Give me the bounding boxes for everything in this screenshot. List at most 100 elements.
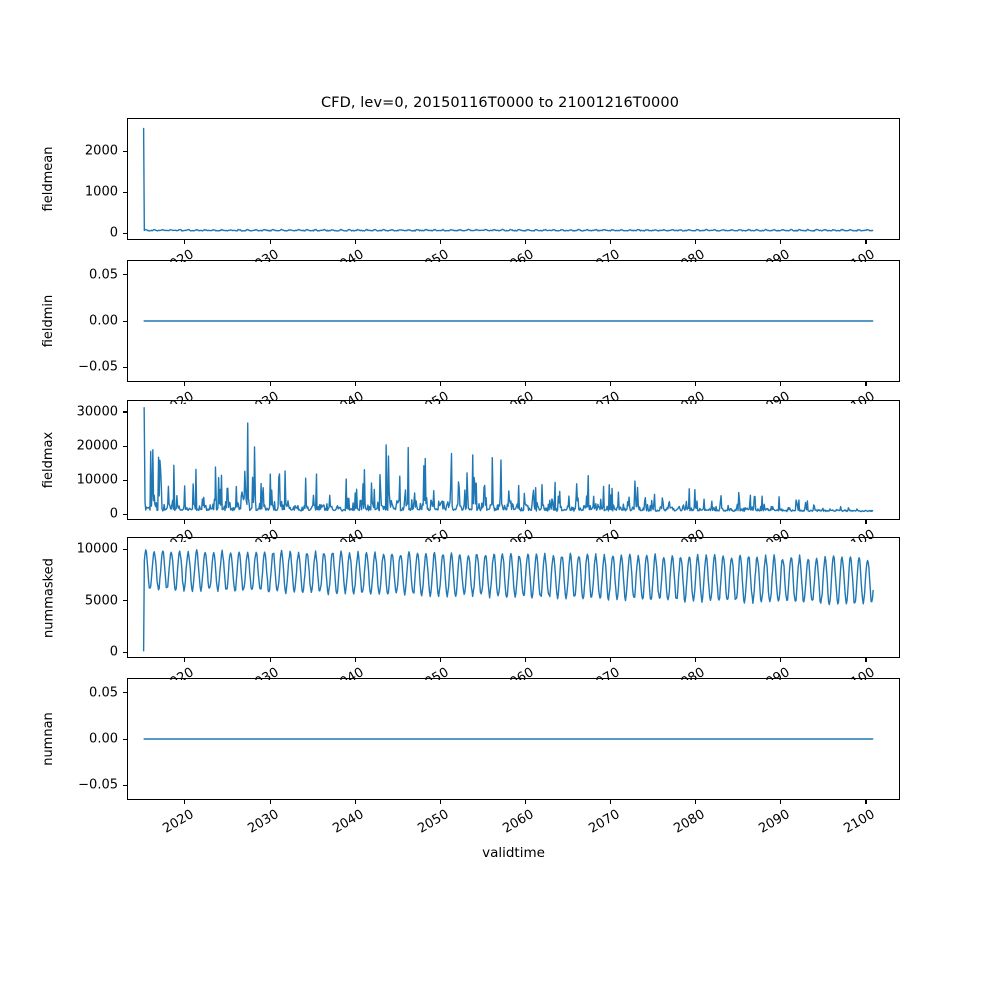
y-tick-mark bbox=[123, 445, 127, 447]
x-tick-mark bbox=[610, 658, 612, 662]
y-tick-label: 2000 bbox=[84, 143, 118, 159]
x-tick-mark bbox=[269, 658, 271, 662]
x-tick-label: 2050 bbox=[415, 807, 452, 837]
y-axis-label-fieldmin: fieldmin bbox=[41, 294, 56, 348]
y-tick-mark bbox=[123, 411, 127, 413]
x-tick-label: 2070 bbox=[585, 807, 623, 837]
y-tick-label: 0.00 bbox=[89, 731, 118, 747]
x-tick-mark bbox=[610, 520, 612, 524]
x-tick-mark bbox=[184, 240, 186, 244]
y-tick-label: 20000 bbox=[76, 438, 118, 454]
x-tick-mark bbox=[354, 382, 356, 386]
y-tick-label: 0 bbox=[109, 225, 118, 241]
figure-title: CFD, lev=0, 20150116T0000 to 21001216T00… bbox=[320, 95, 680, 111]
x-tick-label: 2090 bbox=[756, 807, 793, 837]
x-tick-mark bbox=[269, 240, 271, 244]
x-tick-mark bbox=[439, 382, 441, 386]
x-tick-mark bbox=[780, 382, 782, 386]
x-tick-mark bbox=[695, 520, 697, 524]
x-tick-mark bbox=[610, 240, 612, 244]
x-tick-mark bbox=[439, 800, 441, 804]
x-tick-mark bbox=[780, 800, 782, 804]
subplot-nummasked bbox=[127, 537, 900, 658]
y-tick-label: 0 bbox=[109, 644, 118, 660]
y-tick-mark bbox=[123, 651, 127, 653]
x-tick-mark bbox=[695, 240, 697, 244]
y-tick-mark bbox=[123, 150, 127, 153]
x-tick-label: 2060 bbox=[500, 807, 537, 837]
y-tick-label: 0.05 bbox=[89, 267, 118, 283]
x-tick-mark bbox=[780, 520, 782, 524]
y-tick-mark bbox=[123, 738, 127, 740]
x-tick-mark bbox=[184, 520, 186, 524]
x-tick-mark bbox=[354, 800, 356, 804]
data-line-nummasked bbox=[128, 538, 899, 657]
x-tick-mark bbox=[439, 520, 441, 524]
x-tick-mark bbox=[695, 800, 697, 804]
y-tick-mark bbox=[123, 479, 127, 481]
x-tick-mark bbox=[439, 240, 441, 244]
x-tick-mark bbox=[524, 800, 526, 804]
x-tick-mark bbox=[780, 240, 782, 244]
y-axis-label-numnan: numnan bbox=[41, 712, 56, 766]
x-tick-mark bbox=[354, 520, 356, 524]
data-line-fieldmean bbox=[128, 119, 899, 239]
x-tick-mark bbox=[269, 382, 271, 386]
subplot-fieldmin bbox=[127, 260, 900, 382]
x-tick-mark bbox=[269, 520, 271, 524]
x-tick-label-row: 2020 2030 2040 2050 2060 2070 2080 2090 2100 bbox=[0, 240, 1000, 262]
y-tick-label: 30000 bbox=[76, 404, 118, 420]
x-tick-mark bbox=[184, 658, 186, 662]
x-tick-mark bbox=[865, 240, 867, 244]
y-tick-label: 10000 bbox=[76, 472, 118, 488]
x-tick-mark bbox=[865, 520, 867, 524]
x-tick-mark bbox=[524, 240, 526, 244]
y-axis-label-fieldmean: fieldmean bbox=[41, 146, 56, 212]
x-tick-mark bbox=[865, 800, 867, 804]
x-tick-mark bbox=[439, 658, 441, 662]
y-tick-label: 1000 bbox=[84, 184, 118, 200]
x-tick-mark bbox=[865, 658, 867, 662]
y-tick-label: 0 bbox=[109, 506, 118, 522]
x-tick-mark bbox=[184, 382, 186, 386]
x-tick-label: 2020 bbox=[160, 807, 197, 837]
y-tick-label: 0.00 bbox=[89, 313, 118, 329]
x-tick-mark bbox=[354, 658, 356, 662]
x-tick-mark bbox=[524, 658, 526, 662]
x-tick-mark bbox=[524, 382, 526, 386]
y-tick-mark bbox=[123, 191, 127, 193]
y-tick-mark bbox=[123, 274, 127, 276]
y-tick-mark bbox=[123, 692, 127, 694]
x-tick-mark bbox=[610, 800, 612, 804]
y-tick-label: −0.05 bbox=[78, 359, 118, 375]
y-tick-label: 10000 bbox=[76, 541, 118, 557]
x-tick-mark bbox=[695, 658, 697, 662]
y-tick-label: −0.05 bbox=[78, 777, 118, 793]
x-tick-label: 2080 bbox=[671, 807, 708, 837]
y-tick-mark bbox=[123, 548, 127, 550]
x-tick-mark bbox=[610, 382, 612, 386]
x-tick-mark bbox=[780, 658, 782, 662]
x-axis-label: validtime bbox=[482, 845, 545, 861]
subplot-fieldmean bbox=[127, 118, 900, 240]
subplot-fieldmax bbox=[127, 400, 900, 520]
y-tick-label: 0.05 bbox=[89, 685, 118, 701]
data-line-numnan bbox=[128, 679, 899, 799]
y-tick-mark bbox=[123, 320, 127, 322]
x-tick-label: 2100 bbox=[841, 807, 878, 837]
y-tick-mark bbox=[123, 784, 127, 786]
y-tick-label: 5000 bbox=[84, 593, 118, 609]
y-tick-mark bbox=[123, 366, 127, 368]
data-line-fieldmin bbox=[128, 261, 899, 381]
data-line-fieldmax bbox=[128, 401, 899, 519]
y-axis-label-nummasked: nummasked bbox=[41, 557, 56, 638]
x-tick-label: 2040 bbox=[330, 807, 367, 837]
x-tick-mark bbox=[524, 520, 526, 524]
x-tick-label: 2030 bbox=[245, 807, 282, 837]
x-tick-mark bbox=[354, 240, 356, 244]
x-tick-mark bbox=[865, 382, 867, 386]
y-tick-mark bbox=[123, 232, 127, 234]
x-tick-mark bbox=[695, 382, 697, 386]
y-axis-label-fieldmax: fieldmax bbox=[41, 431, 56, 489]
